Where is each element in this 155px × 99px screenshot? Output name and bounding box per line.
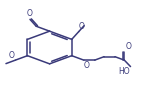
Text: O: O [9,51,15,60]
Text: O: O [79,22,85,31]
Text: O: O [84,61,90,70]
Text: O: O [26,9,32,18]
Text: HO: HO [118,67,130,76]
Text: O: O [125,42,131,51]
